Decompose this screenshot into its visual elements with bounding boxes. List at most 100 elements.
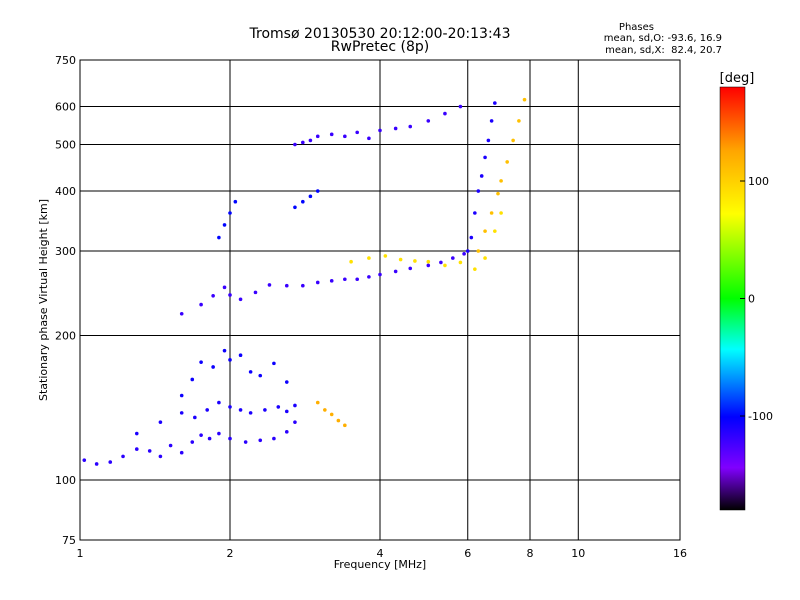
data-point: [293, 142, 297, 147]
data-point: [284, 380, 289, 384]
data-point: [228, 211, 232, 215]
data-point: [108, 460, 113, 464]
data-point: [301, 199, 305, 204]
data-point: [207, 436, 212, 441]
data-point: [134, 431, 139, 436]
data-point: [82, 458, 87, 462]
data-point: [222, 348, 227, 353]
y-tick-label: 200: [55, 330, 76, 343]
data-point: [489, 211, 494, 215]
x-tick-label: 1: [77, 547, 84, 560]
data-point: [343, 277, 347, 282]
data-points: [82, 97, 527, 466]
chart-subtitle: RwPretec (8p): [330, 39, 430, 55]
data-point: [408, 124, 413, 129]
data-point: [238, 408, 243, 412]
data-point: [367, 256, 371, 260]
data-point: [228, 293, 232, 297]
colorbar-ticks: 100 0 -100: [740, 175, 773, 423]
x-tick-label: 6: [464, 547, 471, 560]
data-point: [179, 450, 184, 455]
data-point: [308, 138, 313, 143]
data-point: [493, 229, 497, 233]
data-point: [343, 423, 347, 428]
data-point: [476, 249, 481, 253]
data-point: [343, 134, 347, 139]
data-point: [158, 454, 163, 459]
y-tick-label: 100: [55, 474, 76, 487]
data-point: [211, 365, 215, 369]
x-tick-label: 2: [227, 547, 234, 560]
data-point: [517, 119, 521, 123]
data-point: [272, 436, 276, 441]
data-point: [158, 420, 163, 424]
data-point: [301, 140, 305, 145]
data-point: [315, 189, 320, 193]
data-point: [499, 211, 503, 215]
data-point: [355, 277, 359, 282]
data-point: [378, 128, 382, 133]
data-point: [238, 353, 243, 357]
data-point: [308, 194, 313, 199]
colorbar-label: [deg]: [720, 71, 755, 86]
grid-lines: [80, 60, 680, 540]
y-tick-label: 500: [55, 139, 76, 152]
data-point: [408, 266, 413, 271]
data-point: [272, 361, 276, 366]
data-point: [367, 275, 371, 279]
y-axis-label: Stationary phase Virtual Height [km]: [37, 199, 50, 401]
data-point: [443, 111, 447, 116]
data-point: [284, 283, 289, 288]
data-point: [393, 269, 398, 274]
y-tick-label: 400: [55, 185, 76, 198]
data-point: [315, 134, 320, 139]
data-point: [222, 223, 227, 227]
data-point: [483, 229, 487, 233]
data-point: [193, 415, 197, 420]
data-point: [479, 174, 484, 178]
data-point: [462, 252, 466, 256]
data-point: [473, 267, 477, 271]
phase-stats-o: mean, sd,O: -93.6, 16.9: [603, 33, 722, 44]
data-point: [263, 408, 267, 412]
data-point: [505, 160, 509, 164]
x-axis-label: Frequency [MHz]: [334, 558, 426, 571]
data-point: [94, 462, 99, 466]
data-point: [217, 400, 221, 405]
data-point: [211, 293, 215, 298]
chart-title: Tromsø 20130530 20:12:00-20:13:43: [249, 26, 511, 42]
y-tick-label: 300: [55, 245, 76, 258]
data-point: [179, 393, 184, 398]
data-point: [301, 283, 305, 288]
data-point: [496, 191, 500, 196]
data-point: [522, 97, 527, 102]
data-point: [439, 260, 443, 265]
data-point: [458, 104, 463, 109]
data-point: [248, 411, 253, 415]
data-point: [134, 447, 139, 451]
data-point: [228, 405, 232, 409]
data-point: [493, 101, 497, 105]
data-point: [511, 138, 515, 143]
data-point: [329, 279, 334, 283]
data-point: [233, 199, 238, 204]
data-point: [228, 436, 232, 441]
data-point: [284, 430, 289, 434]
data-point: [336, 418, 341, 423]
data-point: [243, 440, 248, 444]
data-point: [383, 254, 388, 258]
data-point: [499, 179, 503, 183]
x-tick-label: 16: [673, 547, 687, 560]
x-tick-label: 4: [377, 547, 384, 560]
data-point: [199, 433, 203, 437]
colorbar-tick-label: -100: [748, 410, 773, 423]
y-tick-label: 750: [55, 54, 76, 67]
y-tick-label: 75: [62, 534, 76, 547]
data-point: [147, 449, 152, 453]
y-tick-label: 600: [55, 101, 76, 114]
data-point: [489, 119, 494, 123]
data-point: [168, 443, 173, 448]
data-point: [315, 400, 320, 405]
data-point: [465, 249, 470, 253]
data-point: [323, 408, 327, 412]
